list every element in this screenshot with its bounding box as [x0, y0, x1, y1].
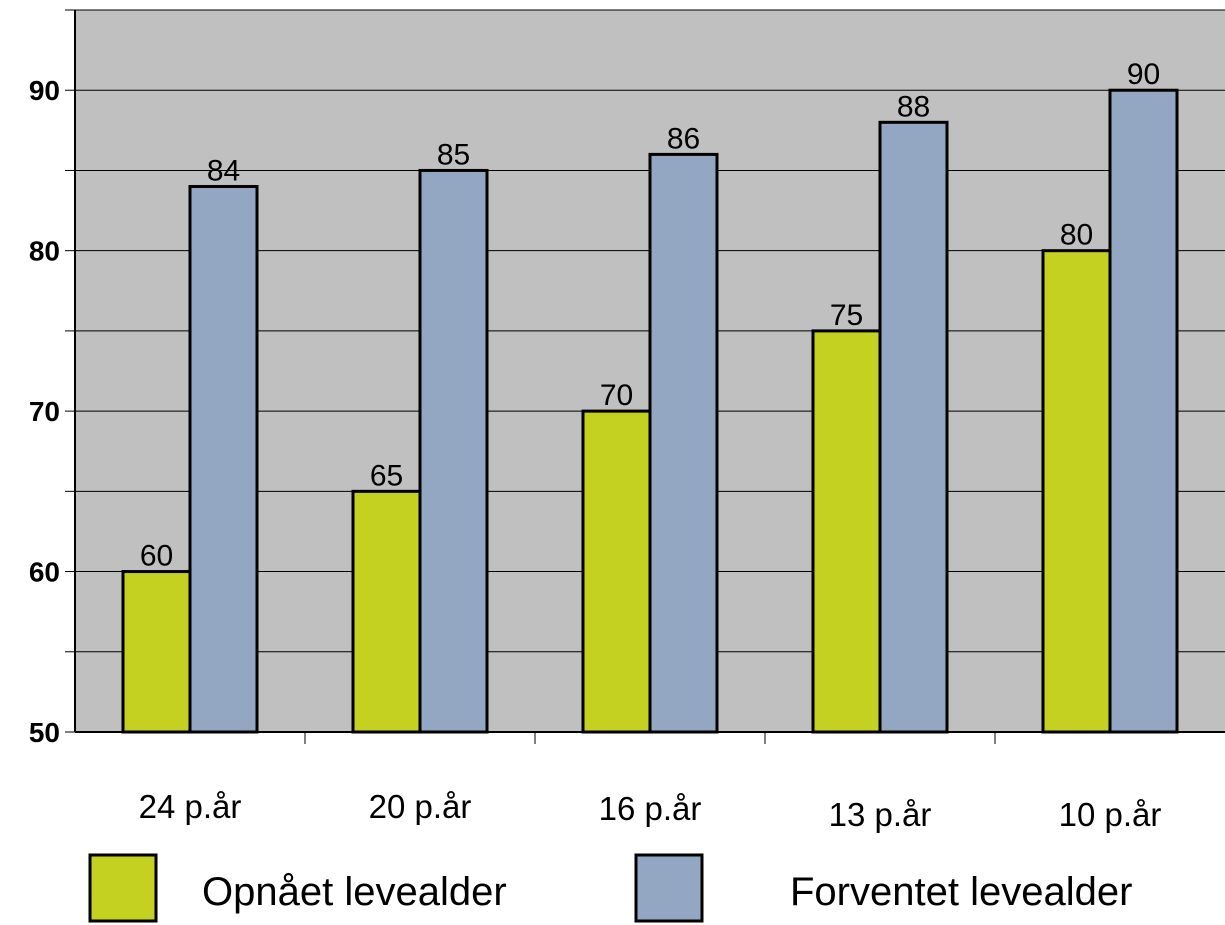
bar-forventet: [418, 168, 489, 734]
bar-forventet: [188, 184, 259, 734]
x-tick-label: 20 p.år: [369, 788, 472, 825]
data-label-forventet: 90: [1127, 58, 1160, 91]
legend: Opnået levealder Forventet levealder: [88, 853, 1132, 923]
legend-label-forventet: Forventet levealder: [790, 870, 1132, 914]
data-labels: 60 84 65 85 70 86 75 88 80 90: [140, 58, 1160, 572]
x-axis: 24 p.år 20 p.år 16 p.år 13 p.år 10 p.år: [75, 731, 1225, 833]
x-tick-label: 16 p.år: [599, 790, 702, 827]
bar-forventet: [648, 152, 719, 734]
legend-label-opnaet: Opnået levealder: [202, 870, 507, 914]
data-label-forventet: 85: [437, 138, 470, 171]
data-label-forventet: 84: [207, 154, 240, 187]
legend-swatch-opnaet: [88, 853, 158, 923]
bars: [121, 88, 1179, 734]
bar-forventet: [878, 120, 949, 734]
y-tick-label: 80: [29, 236, 60, 267]
y-tick-label: 70: [29, 396, 60, 427]
x-tick-label: 13 p.år: [829, 796, 932, 833]
y-tick-label: 50: [29, 717, 60, 748]
bar-opnaet: [1041, 249, 1112, 734]
bar-opnaet: [811, 329, 882, 734]
data-label-opnaet: 65: [370, 459, 403, 492]
y-tick-label: 90: [29, 75, 60, 106]
bar-opnaet: [351, 489, 422, 734]
x-tick-label: 24 p.år: [139, 788, 242, 825]
data-label-opnaet: 80: [1060, 219, 1093, 252]
legend-swatch-forventet: [634, 853, 704, 923]
data-label-opnaet: 60: [140, 540, 173, 573]
y-axis: 50 60 70 80 90: [29, 9, 76, 748]
data-label-opnaet: 70: [600, 379, 633, 412]
data-label-forventet: 86: [667, 122, 700, 155]
bar-opnaet: [121, 570, 192, 734]
bar-forventet: [1108, 88, 1179, 734]
y-tick-label: 60: [29, 557, 60, 588]
bar-opnaet: [581, 409, 652, 734]
data-label-forventet: 88: [897, 90, 930, 123]
data-label-opnaet: 75: [830, 299, 863, 332]
x-tick-label: 10 p.år: [1059, 796, 1162, 833]
